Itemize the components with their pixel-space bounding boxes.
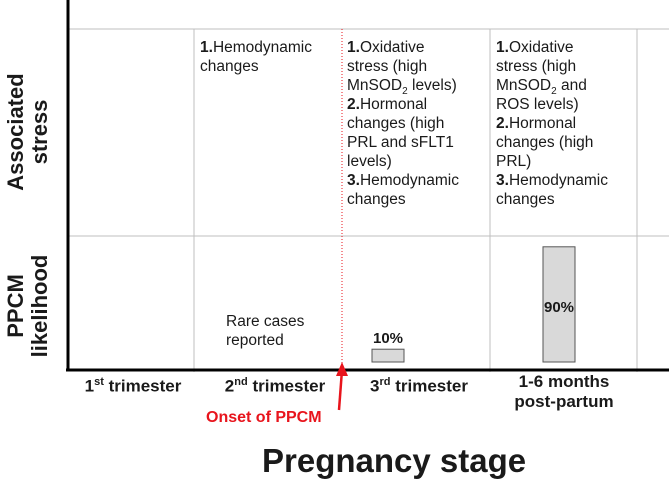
onset-arrow-shaft [337,369,344,411]
bar-label-postpartum: 90% [543,298,575,316]
bar-label-third-trimester: 10% [372,330,404,348]
subscript: 2 [551,86,557,98]
stage-third-trimester: 3rd trimester [352,372,486,397]
rare-cases-note: Rare cases reported [226,312,304,350]
stress-line: PRL and sFLT1 [347,134,454,151]
item-number: 1. [347,39,360,56]
stress-line: levels) [347,153,392,170]
stress-line: Hormonal [359,96,428,113]
item-number: 1. [200,39,213,56]
y-label-line: stress [27,99,52,165]
stage-text: 1-6 months [518,372,610,391]
onset-arrowhead [336,362,348,376]
stress-line: changes [200,58,259,75]
item-number: 2. [496,115,509,132]
stress-line: and [556,77,587,94]
item-number: 1. [496,39,509,56]
stress-line: changes [496,191,555,208]
stress-line: Hormonal [508,115,577,132]
item-number: 3. [496,172,509,189]
stress-line: changes (high [347,115,445,132]
subscript: 2 [402,86,408,98]
stress-line: Oxidative [508,39,574,56]
stress-line: Hemodynamic [359,172,459,189]
x-axis-title: Pregnancy stage [262,442,527,479]
stage-first-trimester: 1st trimester [74,372,192,397]
stage-suffix: nd [234,376,248,388]
item-number: 2. [347,96,360,113]
stage-text: post-partum [514,392,614,411]
stage-text: trimester [103,376,182,396]
stress-third-trimester: 1.Oxidative stress (high MnSOD2 levels) … [347,38,459,209]
stage-suffix: rd [379,376,391,388]
stress-line: changes [347,191,406,208]
stress-line: MnSOD [347,77,403,94]
stage-text: trimester [390,376,468,396]
stress-postpartum: 1.Oxidative stress (high MnSOD2 and ROS … [496,38,608,209]
y-label-line: likelihood [27,254,52,358]
stress-line: Hemodynamic [212,39,312,56]
stress-line: PRL) [496,153,532,170]
note-line: Rare cases [226,313,305,330]
stage-second-trimester: 2nd trimester [208,372,342,397]
y-label-line: PPCM [3,274,28,338]
stress-line: MnSOD [496,77,552,94]
y-label-line: Associated [3,73,28,191]
y-label-associated-stress: Associated stress [3,62,52,202]
onset-label: Onset of PPCM [206,409,322,426]
stage-ordinal: 2 [224,376,235,396]
stress-line: Oxidative [359,39,425,56]
note-line: reported [226,332,284,349]
stress-line: levels) [407,77,457,94]
stress-second-trimester: 1.Hemodynamic changes [200,38,312,76]
bar-postpartum [542,246,576,363]
stress-line: Hemodynamic [508,172,608,189]
y-label-ppcm-likelihood: PPCM likelihood [3,246,52,366]
stage-text: trimester [247,376,326,396]
stress-line: stress (high [496,58,577,75]
stage-ordinal: 1 [84,376,95,396]
stage-suffix: st [94,376,104,388]
stress-line: ROS levels) [496,96,579,113]
stage-postpartum: 1-6 months post-partum [494,372,634,412]
bar-third-trimester [371,348,405,363]
stress-line: stress (high [347,58,428,75]
stage-ordinal: 3 [370,376,380,396]
stress-line: changes (high [496,134,594,151]
item-number: 3. [347,172,360,189]
